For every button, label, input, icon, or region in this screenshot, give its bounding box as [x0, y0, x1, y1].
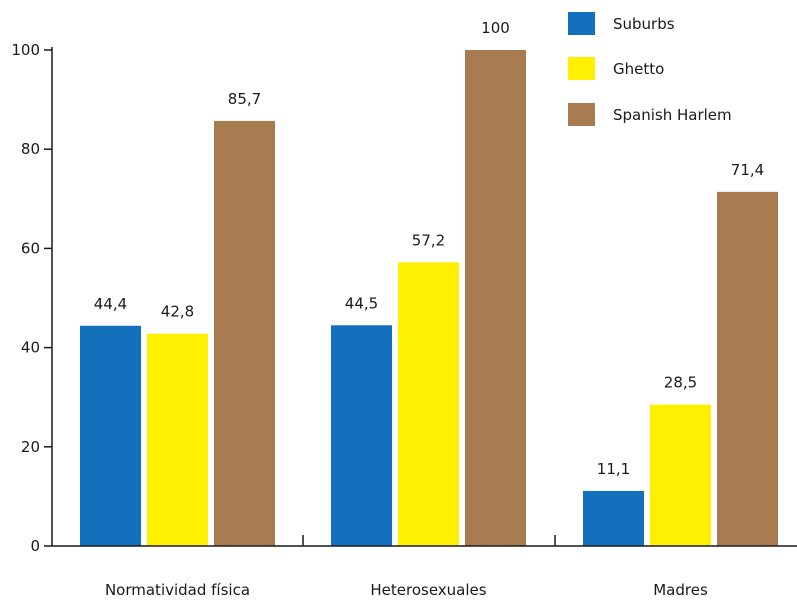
bars: 44,4 42,8 85,7 44,5 57,2 100 11,1 28,5 71,4	[80, 19, 778, 546]
y-tick-label: 80	[21, 140, 40, 158]
y-axis: 0 20 40 60 80 100	[11, 41, 53, 555]
bar-suburbs	[331, 325, 392, 546]
legend-label: Suburbs	[613, 15, 675, 33]
bar-spanish-harlem	[717, 191, 778, 546]
x-axis: Normatividad física Heterosexuales Madres	[52, 535, 797, 599]
y-tick-label: 40	[21, 339, 40, 357]
bar-ghetto	[650, 404, 711, 546]
data-label: 11,1	[597, 460, 630, 478]
data-label: 100	[481, 19, 510, 37]
legend-swatch	[568, 103, 595, 126]
bar-suburbs	[583, 490, 644, 546]
legend-label: Ghetto	[613, 60, 664, 78]
legend: Suburbs Ghetto Spanish Harlem	[568, 12, 732, 126]
legend-label: Spanish Harlem	[613, 106, 732, 124]
bar-spanish-harlem	[465, 50, 526, 546]
category-label: Heterosexuales	[370, 581, 486, 599]
data-label: 42,8	[161, 303, 194, 321]
bar-spanish-harlem	[214, 120, 275, 546]
legend-swatch	[568, 57, 595, 80]
bar-ghetto	[398, 262, 459, 546]
data-label: 44,5	[345, 294, 378, 312]
bar-suburbs	[80, 325, 141, 546]
y-tick-label: 0	[30, 537, 40, 555]
data-label: 57,2	[412, 231, 445, 249]
bar-ghetto	[147, 333, 208, 546]
y-tick-label: 100	[11, 41, 40, 59]
data-label: 85,7	[228, 90, 261, 108]
data-label: 44,4	[94, 295, 127, 313]
legend-swatch	[568, 12, 595, 35]
data-label: 71,4	[731, 161, 764, 179]
data-label: 28,5	[664, 374, 697, 392]
category-label: Madres	[653, 581, 708, 599]
y-tick-label: 20	[21, 438, 40, 456]
y-tick-label: 60	[21, 239, 40, 257]
category-label: Normatividad física	[105, 581, 250, 599]
